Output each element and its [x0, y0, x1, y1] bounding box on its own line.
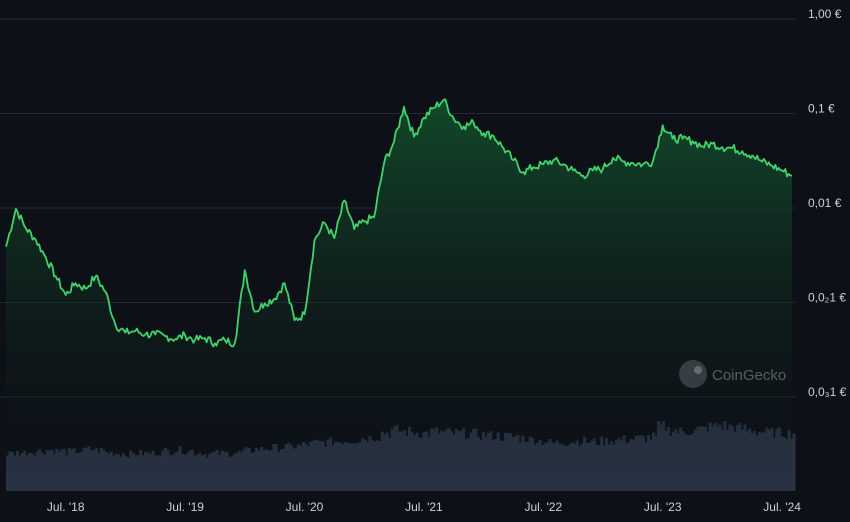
x-tick-label: Jul. '21 — [405, 500, 443, 514]
price-area — [6, 99, 792, 491]
volume-bar — [792, 433, 796, 491]
x-tick-label: Jul. '23 — [644, 500, 682, 514]
watermark-text: CoinGecko — [712, 367, 786, 384]
x-tick-label: Jul. '20 — [286, 500, 324, 514]
y-tick-label: 0,01 € — [808, 196, 842, 210]
y-tick-label: 0,0₂1 € — [808, 291, 846, 305]
coingecko-logo-eye-icon — [694, 366, 702, 374]
price-line — [5, 98, 793, 348]
coingecko-logo-icon — [679, 360, 707, 388]
watermark: CoinGecko — [679, 360, 786, 388]
y-tick-label: 1,00 € — [808, 7, 842, 21]
y-tick-label: 0,0₃1 € — [808, 385, 847, 399]
y-tick-label: 0,1 € — [808, 102, 835, 116]
y-axis-labels: 1,00 € 0,1 € 0,01 € 0,0₂1 € 0,0₃1 € — [808, 7, 847, 399]
x-tick-label: Jul. '18 — [47, 500, 85, 514]
x-tick-label: Jul. '24 — [763, 500, 801, 514]
price-area-fill — [6, 99, 792, 491]
price-series-line — [5, 98, 793, 348]
x-tick-label: Jul. '22 — [524, 500, 562, 514]
x-tick-label: Jul. '19 — [166, 500, 204, 514]
x-axis-labels: Jul. '18 Jul. '19 Jul. '20 Jul. '21 Jul. '22… — [47, 500, 801, 514]
